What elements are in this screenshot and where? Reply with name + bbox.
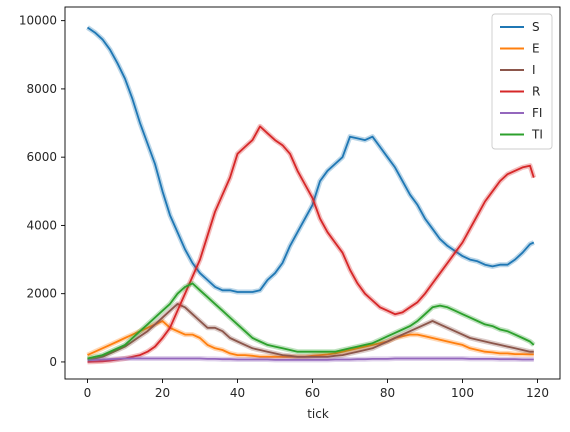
x-tick-label-60: 60 bbox=[305, 386, 320, 400]
y-tick-label-8000: 8000 bbox=[26, 82, 57, 96]
legend-box bbox=[491, 13, 553, 150]
x-axis-label: tick bbox=[307, 407, 329, 421]
legend-label-i: I bbox=[532, 63, 536, 77]
series-line-s bbox=[86, 26, 535, 293]
x-tick-label-120: 120 bbox=[526, 386, 549, 400]
series-s bbox=[86, 25, 535, 295]
x-tick-label-40: 40 bbox=[230, 386, 245, 400]
legend-label-s: S bbox=[532, 20, 540, 34]
series-line-fi bbox=[87, 357, 534, 362]
series-line-r bbox=[87, 125, 535, 363]
series-ti bbox=[86, 280, 536, 361]
x-tick-label-0: 0 bbox=[84, 386, 92, 400]
series-band-s bbox=[86, 25, 535, 295]
series-e bbox=[86, 318, 534, 360]
legend-label-r: R bbox=[532, 85, 540, 99]
series-line-ti bbox=[87, 282, 535, 360]
x-tick-label-80: 80 bbox=[380, 386, 395, 400]
legend-label-fi: FI bbox=[532, 106, 542, 120]
y-tick-label-10000: 10000 bbox=[19, 14, 57, 28]
x-tick-label-20: 20 bbox=[155, 386, 170, 400]
series-layer bbox=[86, 25, 537, 365]
y-tick-label-2000: 2000 bbox=[26, 287, 57, 301]
legend-label-ti: TI bbox=[531, 128, 543, 142]
y-tick-label-0: 0 bbox=[49, 355, 57, 369]
series-fi bbox=[87, 356, 534, 363]
series-i bbox=[86, 301, 534, 363]
legend-label-e: E bbox=[532, 42, 540, 56]
axes-layer: 0 20 40 60 80 100 120 0 2000 4000 6000 8000 10000 bbox=[19, 6, 561, 400]
x-tick-label-100: 100 bbox=[451, 386, 474, 400]
series-line-e bbox=[87, 320, 534, 358]
series-r bbox=[87, 123, 537, 365]
y-tick-label-6000: 6000 bbox=[26, 150, 57, 164]
y-tick-label-4000: 4000 bbox=[26, 218, 57, 232]
series-line-i bbox=[87, 302, 534, 362]
